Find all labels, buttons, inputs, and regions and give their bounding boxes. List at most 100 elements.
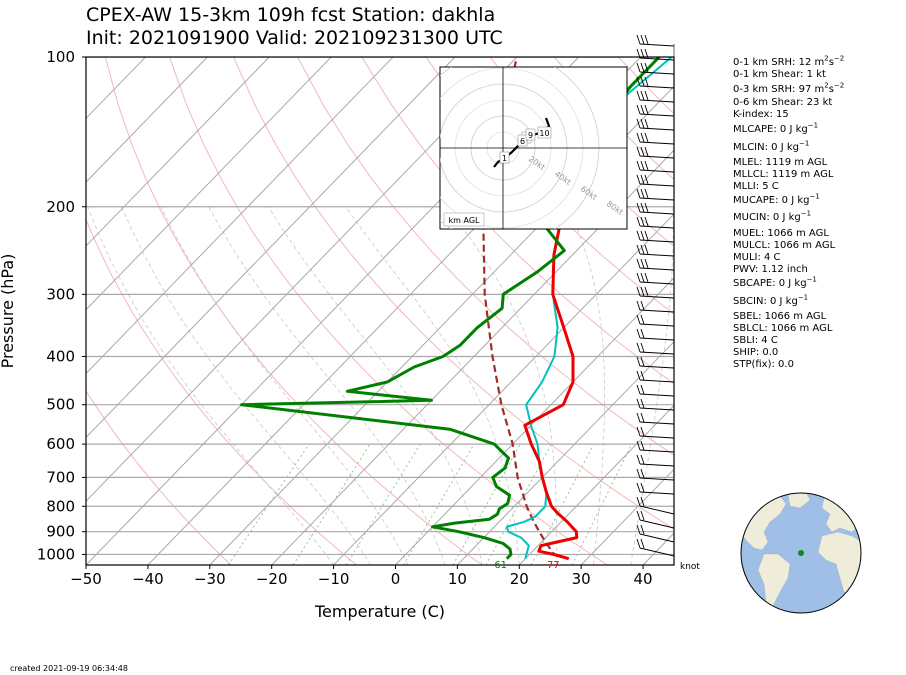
wind-barb [636,230,675,243]
index-line: MULI: 4 C [733,252,781,263]
moist-adiabat [87,206,334,565]
isotherm [86,57,146,120]
wind-barb [636,202,675,215]
station-marker [798,550,804,556]
svg-text:1: 1 [502,154,507,163]
x-tick-label: 20 [510,570,529,588]
globe-land-south-america [757,553,791,609]
wind-barb [636,160,675,173]
index-line: MLLCL: 1119 m AGL [733,169,834,180]
isotherm [86,57,518,502]
svg-text:6: 6 [520,137,525,146]
x-tick-label: −20 [256,570,288,588]
isotherm [580,468,674,565]
wind-barb [636,258,675,271]
dry-adiabat [86,389,232,565]
globe-locator-map [740,492,862,614]
wind-barb [636,440,675,453]
wind-barb [636,328,675,341]
wind-barb [636,174,675,187]
x-tick-label: 30 [572,570,591,588]
temperature-profile [523,206,579,561]
y-tick-label: 100 [46,48,75,66]
y-tick-label: 500 [46,396,75,414]
index-line: MLLI: 5 C [733,181,779,192]
wind-barb [636,216,675,229]
hodograph-height-marker: 1 [499,151,510,164]
wind-barb [636,370,675,383]
wind-barb [636,314,675,327]
hodograph-legend: km AGL [449,216,481,225]
wind-barb [636,34,675,47]
y-tick-label: 600 [46,435,75,453]
hodograph-height-marker: 6 [517,134,528,147]
moist-adiabat [268,206,483,565]
wind-barb [636,468,675,481]
surface-value-label: 77 [547,560,560,571]
isotherm [457,340,674,565]
index-line: MLCAPE: 0 J kg−1 [733,121,819,135]
isotherm [333,213,674,565]
moist-adiabat [160,206,409,565]
isotherm [395,277,674,565]
index-line: MUCAPE: 0 J kg−1 [733,192,820,206]
dry-adiabat [425,57,674,315]
wind-barb [636,398,675,411]
dry-adiabat [233,57,674,530]
svg-text:10: 10 [539,129,549,138]
x-tick-label: 40 [634,570,653,588]
isotherm [86,57,394,375]
wind-barb [636,342,675,355]
wind-barb [636,76,675,89]
y-tick-label: 1000 [37,545,75,563]
dry-adiabat [361,57,674,385]
index-line: SBLCL: 1066 m AGL [733,323,833,334]
wind-barb [636,132,675,145]
x-tick-label: 0 [391,570,401,588]
index-line: MLEL: 1119 m AGL [733,157,828,168]
y-tick-label: 200 [46,198,75,216]
y-axis-label: Pressure (hPa) [0,254,17,369]
index-line: SBEL: 1066 m AGL [733,311,827,322]
index-line: K-index: 15 [733,109,789,120]
created-timestamp: created 2021-09-19 06:34:48 [10,664,128,673]
index-line: MULCL: 1066 m AGL [733,240,836,251]
x-tick-label: −40 [132,570,164,588]
x-axis-label: Temperature (C) [314,602,445,621]
moist-adiabat [345,206,520,565]
wind-barb [636,538,675,557]
surface-value-label: 61 [494,560,507,571]
x-tick-label: −10 [318,570,350,588]
isotherm [86,57,270,247]
moist-adiabat [121,206,372,565]
wind-barb [636,356,675,369]
globe-land-greenland [787,493,811,509]
hodograph-height-marker: 10 [537,126,552,139]
wind-barb [636,426,675,439]
wind-barb [636,118,675,131]
index-line: 0-3 km SRH: 97 m2s−2 [733,81,845,95]
dry-adiabat [104,57,483,565]
index-line: MUEL: 1066 m AGL [733,228,829,239]
index-line: 0-1 km Shear: 1 kt [733,69,826,80]
moist-adiabat [446,206,558,565]
wind-barb [636,510,675,529]
mixing-ratio-line [292,443,371,565]
index-line: SBCAPE: 0 J kg−1 [733,275,817,289]
svg-text:9: 9 [528,131,533,140]
hodograph-legend-box [443,212,485,227]
chart-title-line1: CPEX-AW 15-3km 109h fcst Station: dakhla [86,4,496,26]
index-line: PWV: 1.12 inch [733,264,808,275]
y-tick-label: 700 [46,468,75,486]
wind-barb [636,90,675,103]
y-tick-label: 300 [46,285,75,303]
wind-barb [636,524,675,543]
wind-barb [636,412,675,425]
isotherm [86,57,332,311]
wind-barb [636,104,675,117]
y-tick-label: 800 [46,497,75,515]
index-line: 0-1 km SRH: 12 m2s−2 [733,54,845,68]
wind-barb [636,454,675,467]
index-line: SBCIN: 0 J kg−1 [733,293,809,307]
